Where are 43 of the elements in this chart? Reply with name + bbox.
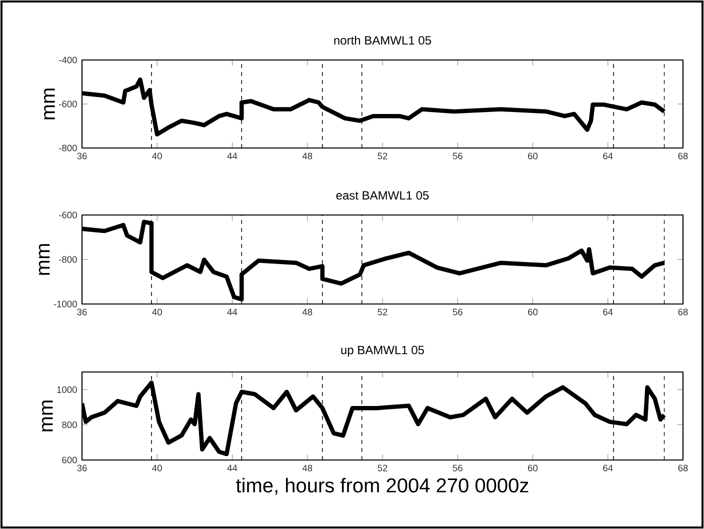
x-tick-label: 56 bbox=[452, 464, 462, 472]
x-tick-label: 52 bbox=[378, 152, 388, 160]
x-tick-label: 52 bbox=[378, 308, 388, 316]
y-tick-label: 600 bbox=[62, 456, 77, 464]
chart-title: north BAMWL1 05 bbox=[334, 36, 431, 45]
x-tick-label: 56 bbox=[452, 152, 462, 160]
y-tick-label: -1000 bbox=[54, 300, 77, 308]
y-tick-label: -600 bbox=[59, 100, 77, 108]
chart-title: up BAMWL1 05 bbox=[341, 346, 424, 357]
y-tick-label: -600 bbox=[59, 212, 77, 218]
x-tick-label: 56 bbox=[452, 308, 462, 316]
x-tick-label: 40 bbox=[152, 464, 162, 472]
x-tick-label: 40 bbox=[152, 308, 162, 316]
x-tick-label: 68 bbox=[678, 308, 688, 316]
x-tick-label: 60 bbox=[528, 308, 538, 316]
x-tick-label: 36 bbox=[77, 308, 87, 316]
x-tick-label: 44 bbox=[227, 152, 238, 160]
x-tick-label: 60 bbox=[528, 464, 538, 472]
x-tick-label: 68 bbox=[678, 152, 688, 160]
y-tick-label: -800 bbox=[59, 144, 77, 152]
x-tick-label: 64 bbox=[603, 464, 613, 472]
y-axis-title: mm bbox=[42, 400, 53, 432]
x-tick-label: 40 bbox=[152, 152, 162, 160]
x-tick-label: 68 bbox=[678, 464, 688, 472]
y-axis-title: mm bbox=[44, 88, 55, 120]
x-tick-label: 60 bbox=[528, 152, 538, 160]
x-tick-label: 52 bbox=[378, 464, 388, 472]
x-tick-label: 64 bbox=[603, 152, 613, 160]
y-tick-label: -800 bbox=[59, 256, 77, 263]
x-tick-label: 36 bbox=[77, 464, 87, 472]
x-axis-title: time, hours from 2004 270 0000z bbox=[236, 478, 528, 495]
x-tick-label: 64 bbox=[603, 308, 613, 316]
x-tick-label: 44 bbox=[227, 308, 238, 316]
y-tick-label: 1000 bbox=[57, 386, 77, 393]
y-tick-label: 800 bbox=[62, 422, 77, 428]
x-tick-label: 36 bbox=[77, 152, 87, 160]
x-tick-label: 48 bbox=[302, 152, 312, 160]
chart-title: east BAMWL1 05 bbox=[336, 191, 429, 200]
x-tick-label: 48 bbox=[302, 464, 312, 472]
y-axis-title: mm bbox=[38, 244, 50, 275]
y-tick-label: -400 bbox=[59, 56, 77, 64]
x-tick-label: 48 bbox=[302, 308, 312, 316]
x-tick-label: 44 bbox=[227, 464, 238, 472]
